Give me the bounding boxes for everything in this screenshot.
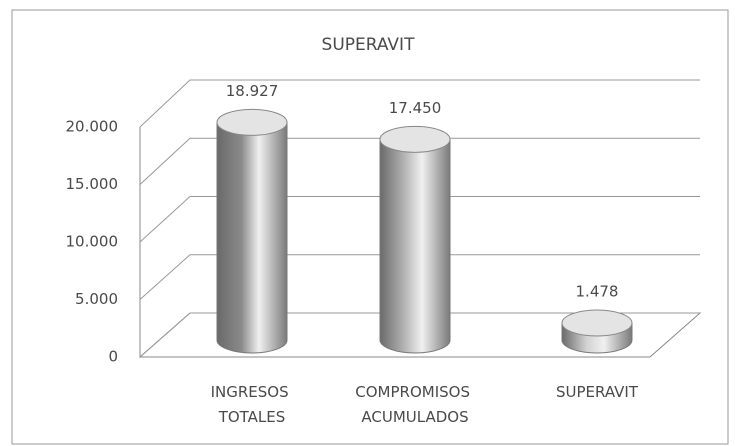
chart-frame [11,9,729,445]
grid-line [139,196,700,243]
y-tick-label: 10.000 [66,233,119,251]
cylinder [216,108,288,354]
x-tick-label: SUPERAVIT [556,383,639,401]
grid-line [139,79,700,128]
y-tick-label: 5.000 [75,290,118,308]
cylinder-top [379,125,451,153]
grid-line [139,312,700,358]
value-label: 18.927 [226,82,279,100]
cylinder [561,309,633,354]
cylinder-body [379,138,451,354]
cylinder-body [216,121,288,354]
y-tick-label: 20.000 [66,118,119,136]
cylinder-top [216,108,288,136]
value-label: 1.478 [576,283,619,301]
grid-line [139,254,700,300]
value-label: 17.450 [389,99,442,117]
y-tick-label: 15.000 [66,175,119,193]
cylinder-top [561,309,633,337]
y-tick-label: 0 [108,348,118,366]
chart-title: SUPERAVIT [322,35,416,55]
x-tick-label: COMPROMISOS ACUMULADOS [355,383,474,426]
grid-line [139,137,700,185]
cylinder [379,125,451,354]
x-tick-label: INGRESOS TOTALES [211,383,294,426]
